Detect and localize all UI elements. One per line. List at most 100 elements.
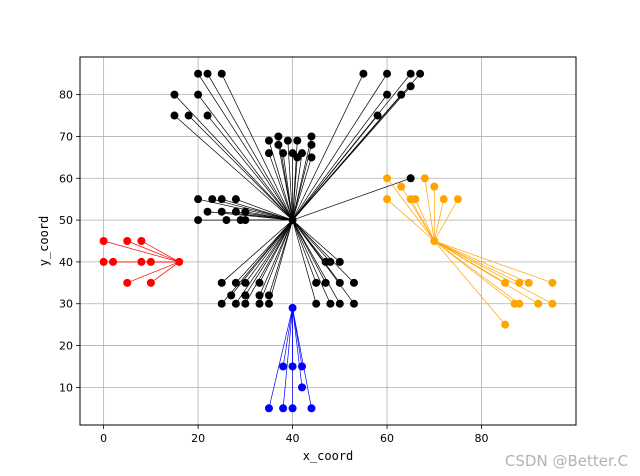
black-data-point (194, 69, 203, 78)
blue-connection-line (292, 307, 303, 388)
black-connection-line (235, 219, 293, 304)
blue-connection-line (282, 307, 293, 409)
black-connection-line (292, 219, 355, 284)
black-data-point (170, 90, 179, 99)
black-connection-line (197, 94, 293, 221)
black-connection-line (292, 219, 341, 263)
black-data-point (231, 207, 240, 216)
grid (80, 57, 576, 425)
blue-data-point (279, 404, 288, 413)
y-tick-label: 70 (59, 130, 73, 143)
blue-center-point (288, 303, 297, 312)
black-connection-line (245, 219, 293, 304)
x-tick-label: 80 (475, 432, 489, 445)
black-connection-line (292, 219, 317, 304)
orange-data-point (397, 182, 406, 191)
black-connection-line (207, 73, 293, 221)
blue-data-point (279, 362, 288, 371)
black-data-point (255, 278, 264, 287)
blue-data-point (288, 362, 297, 371)
black-connection-line (245, 219, 293, 296)
orange-connection-line (386, 198, 435, 242)
black-connection-line (245, 211, 293, 221)
orange-connection-line (434, 240, 553, 305)
connection-lines (103, 73, 553, 409)
blue-data-point (298, 362, 307, 371)
black-connection-line (292, 94, 388, 221)
black-data-point (241, 216, 250, 225)
black-connection-line (292, 157, 298, 221)
orange-connection-line (410, 199, 435, 242)
black-data-point (203, 69, 212, 78)
black-data-point (349, 299, 358, 308)
orange-connection-line (424, 178, 435, 242)
red-connection-line (150, 261, 180, 284)
black-data-point (264, 136, 273, 145)
black-data-point (397, 90, 406, 99)
black-center-point (288, 216, 297, 225)
black-connection-line (292, 73, 364, 221)
red-data-point (123, 237, 132, 245)
orange-data-point (430, 182, 439, 191)
red-data-point (123, 278, 132, 287)
black-data-point (222, 216, 231, 225)
axis-ticks: 0 20 40 60 80 10 20 30 40 50 60 70 80 (59, 89, 489, 445)
red-data-point (146, 257, 155, 266)
black-connection-line (268, 219, 293, 296)
orange-data-point (453, 195, 462, 204)
black-data-point (208, 195, 217, 204)
black-data-point (217, 195, 226, 204)
black-data-point (231, 195, 240, 204)
orange-data-point (548, 299, 557, 308)
black-data-point (307, 132, 316, 141)
black-data-point (255, 291, 264, 300)
black-data-point (359, 69, 368, 78)
red-data-point (99, 237, 108, 245)
blue-connection-line (282, 307, 293, 367)
orange-data-point (383, 195, 392, 204)
orange-data-point (501, 320, 510, 329)
black-data-point (217, 278, 226, 287)
black-data-point (231, 278, 240, 287)
orange-connection-line (434, 240, 515, 305)
black-connection-line (292, 219, 331, 263)
black-connection-line (292, 219, 331, 304)
black-data-point (283, 136, 292, 145)
blue-data-point (307, 404, 316, 413)
y-tick-label: 60 (59, 172, 73, 185)
black-data-point (203, 207, 212, 216)
black-data-point (293, 153, 302, 162)
black-data-point (241, 291, 250, 300)
orange-data-point (515, 299, 524, 308)
black-data-point (264, 291, 273, 300)
orange-connection-line (433, 199, 445, 242)
orange-data-point (411, 195, 420, 204)
black-connection-line (278, 144, 293, 221)
orange-data-point (383, 174, 392, 183)
black-data-point (307, 153, 316, 162)
black-connection-line (235, 219, 293, 284)
black-data-point (406, 82, 415, 91)
black-data-point (406, 69, 415, 78)
x-axis-label: x_coord (303, 449, 354, 463)
blue-data-point (264, 404, 273, 413)
black-connection-line (292, 94, 402, 221)
orange-connection-line (415, 199, 435, 242)
black-data-point (335, 257, 344, 266)
orange-connection-line (434, 240, 520, 284)
y-tick-label: 10 (59, 381, 73, 394)
black-connection-line (292, 219, 317, 283)
black-connection-line (207, 115, 293, 221)
black-data-point (194, 195, 203, 204)
black-data-point (312, 299, 321, 308)
orange-data-point (515, 278, 524, 287)
black-data-point (170, 111, 179, 120)
black-data-point (335, 299, 344, 308)
black-connection-line (259, 219, 293, 304)
orange-connection-line (434, 240, 506, 325)
plot-frame (79, 56, 577, 426)
black-connection-line (282, 153, 293, 221)
black-data-point (349, 278, 358, 287)
black-connection-line (197, 73, 293, 221)
